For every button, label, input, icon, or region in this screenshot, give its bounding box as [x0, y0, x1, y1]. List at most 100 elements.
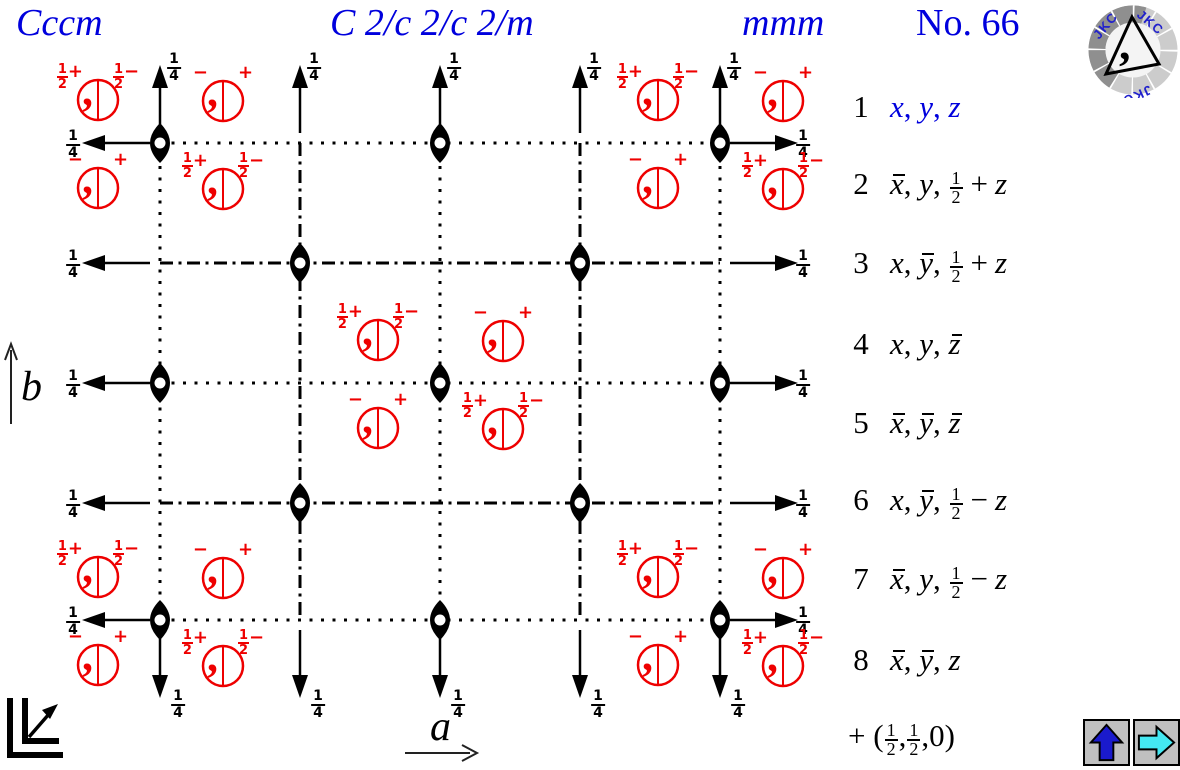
- atom-height-label: 1 2 +: [616, 538, 643, 569]
- svg-text:,: ,: [642, 543, 653, 592]
- position-number: 2: [853, 166, 869, 201]
- atom-symbol: , 1 2 + 1 2−: [181, 152, 264, 211]
- atom-height-label: 1 2−: [798, 627, 825, 658]
- atom-symbol: , − +: [473, 304, 533, 363]
- atom-height-label: 1 2 +: [616, 61, 643, 92]
- position-number: 3: [853, 245, 869, 280]
- atom-symbol: , 1 2 + 1 2−: [336, 303, 419, 362]
- atom-height-label: −: [67, 626, 83, 647]
- b-axis-label: b: [21, 364, 42, 410]
- position-number: 7: [853, 561, 869, 596]
- space-group-number: No. 66: [916, 2, 1020, 44]
- svg-text:,: ,: [642, 631, 653, 680]
- atom-height-label: +: [673, 149, 689, 170]
- atom-height-label: 1 2−: [238, 627, 265, 658]
- logo-triangle: [1103, 13, 1162, 77]
- atom-height-label: −: [752, 539, 768, 560]
- atom-symbol: , − +: [193, 541, 253, 600]
- right-arrow-icon: [1137, 724, 1176, 761]
- position-coordinates: x, y, 1 2 + z: [890, 245, 1008, 286]
- svg-text:,: ,: [207, 67, 218, 116]
- position-row: 2 x, y, 1 2 + z: [848, 166, 1007, 206]
- a-axis: a: [405, 704, 480, 762]
- atom-height-label: 1 2 +: [56, 61, 83, 92]
- atom-symbol: , − +: [68, 151, 128, 210]
- atom-height-label: 1 2 +: [181, 150, 208, 181]
- atom-height-label: +: [518, 302, 534, 323]
- short-hermann-mauguin-symbol: Cccm: [16, 2, 103, 44]
- svg-text:,: ,: [207, 632, 218, 681]
- position-number: 5: [853, 405, 869, 440]
- atom-symbol: , − +: [193, 64, 253, 123]
- svg-text:,: ,: [207, 155, 218, 204]
- atom-height-label: −: [752, 62, 768, 83]
- position-row: 6 x, y, 1 2− z: [848, 482, 1007, 522]
- position-number: 4: [853, 326, 869, 361]
- svg-text:,: ,: [82, 154, 93, 203]
- atom-height-label: −: [347, 389, 363, 410]
- nav-up-button[interactable]: [1083, 719, 1130, 766]
- position-row: 5 x, y, z: [848, 405, 962, 441]
- position-coordinates: x, y, z: [890, 89, 961, 124]
- atom-height-label: +: [798, 62, 814, 83]
- position-number: 1: [853, 89, 869, 124]
- atom-height-label: 1 2−: [798, 150, 825, 181]
- position-row: 8 x, y, z: [848, 642, 960, 678]
- svg-text:,: ,: [487, 307, 498, 356]
- atom-height-label: 1 2 +: [336, 301, 363, 332]
- jkc-logo: , JKC JKC JKC: [1088, 5, 1178, 98]
- atom-height-label: +: [673, 626, 689, 647]
- nav-next-button[interactable]: [1133, 719, 1180, 766]
- atom-height-label: −: [192, 62, 208, 83]
- atom-symbol: , 1 2 + 1 2−: [461, 392, 544, 451]
- svg-text:,: ,: [362, 394, 373, 443]
- atom-symbol: , 1 2 + 1 2−: [181, 629, 264, 688]
- atom-height-label: +: [238, 539, 254, 560]
- atom-symbol: , 1 2 + 1 2−: [616, 63, 699, 122]
- position-row: 4 x, y, z: [848, 326, 962, 362]
- atom-height-label: 1 2−: [113, 61, 140, 92]
- unit-cell-dotted-lines: [158, 141, 722, 622]
- centering-translation: + (1 2, 1 2,0): [848, 718, 955, 759]
- point-group-symbol: mmm: [742, 2, 825, 44]
- svg-text:,: ,: [487, 395, 498, 444]
- atom-height-label: 1 2−: [238, 150, 265, 181]
- position-number: 8: [853, 642, 869, 677]
- atom-height-label: +: [393, 389, 409, 410]
- atom-symbol: , − +: [628, 151, 688, 210]
- up-arrow-icon: [1088, 723, 1125, 762]
- atom-height-label: −: [192, 539, 208, 560]
- b-axis: b: [4, 341, 42, 424]
- atom-symbol: , − +: [68, 628, 128, 687]
- position-row: 1 x, y, z: [848, 89, 961, 125]
- atom-symbol: , 1 2 + 1 2−: [741, 629, 824, 688]
- atom-height-label: +: [113, 149, 129, 170]
- atom-height-label: 1 2 +: [181, 627, 208, 658]
- logo-comma: ,: [1119, 18, 1131, 69]
- atom-height-label: 1 2 +: [741, 627, 768, 658]
- svg-text:,: ,: [767, 544, 778, 593]
- svg-text:,: ,: [767, 67, 778, 116]
- atom-height-label: 1 2 +: [741, 150, 768, 181]
- position-coordinates: x, y, 1 2− z: [890, 561, 1008, 602]
- position-row: 7 x, y, 1 2− z: [848, 561, 1007, 601]
- atom-symbol: , − +: [753, 541, 813, 600]
- atom-height-label: −: [472, 302, 488, 323]
- atom-height-label: 1 2−: [393, 301, 420, 332]
